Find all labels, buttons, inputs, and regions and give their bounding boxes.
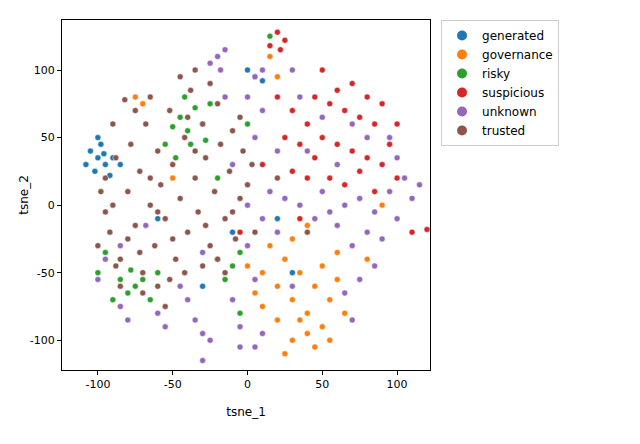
svg-text:100: 100 bbox=[34, 64, 55, 77]
svg-text:unknown: unknown bbox=[482, 105, 537, 119]
svg-text:tsne_2: tsne_2 bbox=[17, 175, 31, 215]
svg-text:0: 0 bbox=[48, 199, 55, 212]
svg-text:-50: -50 bbox=[164, 378, 182, 391]
svg-text:50: 50 bbox=[315, 378, 329, 391]
svg-text:-100: -100 bbox=[30, 334, 55, 347]
svg-text:suspicious: suspicious bbox=[482, 86, 544, 100]
svg-text:trusted: trusted bbox=[482, 124, 525, 138]
svg-text:governance: governance bbox=[482, 48, 553, 62]
svg-text:generated: generated bbox=[482, 29, 544, 43]
svg-text:0: 0 bbox=[244, 378, 251, 391]
svg-text:100: 100 bbox=[387, 378, 408, 391]
svg-text:risky: risky bbox=[482, 67, 510, 81]
svg-text:50: 50 bbox=[41, 131, 55, 144]
svg-text:tsne_1: tsne_1 bbox=[226, 405, 266, 419]
svg-text:-50: -50 bbox=[37, 267, 55, 280]
svg-text:-100: -100 bbox=[85, 378, 110, 391]
